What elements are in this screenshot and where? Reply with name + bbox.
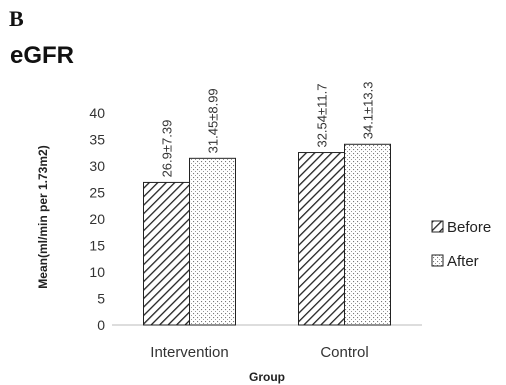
bar-after [344,143,391,326]
y-tick-label: 20 [89,211,105,227]
chart-title: eGFR [10,42,75,69]
y-tick-label: 25 [89,185,105,201]
y-tick-label: 0 [97,317,105,333]
y-tick-label: 15 [89,238,105,254]
bar-after [189,157,236,326]
bar-before [143,181,190,326]
y-tick-label: 10 [89,264,105,280]
category-labels: Intervention Control [150,344,368,361]
x-category-label: Intervention [150,344,228,361]
y-tick-label: 5 [97,291,105,307]
legend-swatch-before [431,220,444,233]
y-tick-label: 40 [89,105,105,121]
y-tick-label: 30 [89,158,105,174]
x-category-label: Control [320,344,368,361]
x-axis-title: Group [249,370,285,384]
bar-value-label: 32.54±11.7 [315,84,330,148]
panel-letter: B [9,6,24,31]
bars: 26.9±7.39 31.45±8.99 32.54±11.7 34.1±13.3 [143,82,391,326]
bar-value-label: 31.45±8.99 [206,88,221,153]
y-tick-label: 35 [89,132,105,148]
legend: Before After [431,219,491,270]
legend-label: Before [447,219,491,236]
y-axis-ticks: 0 5 10 15 20 25 30 35 40 [89,105,105,333]
legend-swatch-after [431,254,444,267]
bar-before [298,152,345,326]
bar-value-label: 34.1±13.3 [361,82,376,140]
legend-label: After [447,253,479,270]
y-axis-title: Mean(ml/min per 1.73m2) [36,145,50,288]
bar-value-label: 26.9±7.39 [160,120,175,178]
